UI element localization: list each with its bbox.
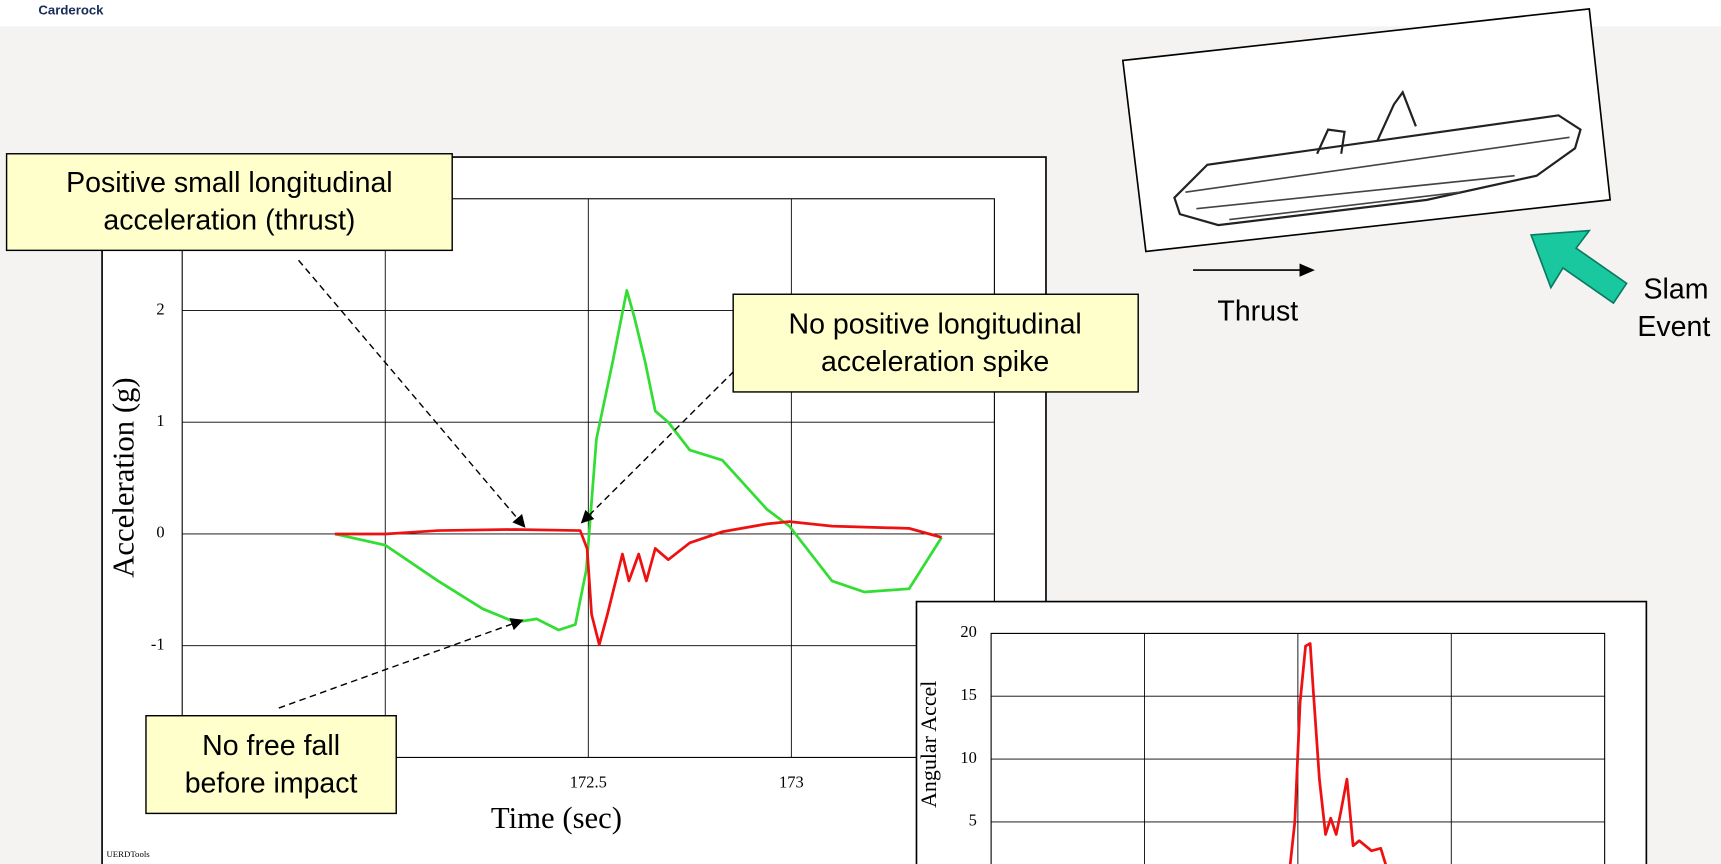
callout-text: before impact [185,767,358,799]
callout-text: No free fall [202,730,340,762]
chart-frame [915,600,1648,864]
callout-box [145,715,397,815]
y-tick-label: 1 [156,411,164,430]
data-line [334,520,942,646]
callout-box [732,293,1139,393]
callout-arrow [297,259,526,528]
y-tick-label: 5 [969,811,977,830]
boat-console [1316,90,1417,155]
boat-hull [1173,114,1582,227]
footnote: UERDTools [106,849,150,859]
y-tick-label: 10 [960,748,976,767]
slam-label: Slam [1644,273,1709,305]
thrust-label: Thrust [1217,295,1298,327]
boat-lines [1185,136,1570,221]
callout-box [5,153,453,252]
callout-text: acceleration (thrust) [103,204,355,236]
header-title: Carderock [38,3,104,18]
thrust-arrowhead [1299,263,1315,277]
data-line [1288,642,1387,864]
header-bar [0,0,1721,27]
chart: 5 10 15 20 Angular Accel [915,600,1648,864]
slam-arrow [1529,229,1628,305]
y-tick-label: 20 [960,622,976,641]
y-tick-label: 15 [960,685,976,704]
callout-text: No positive longitudinal [789,309,1082,341]
callout-text: Positive small longitudinal [66,167,393,199]
y-tick-label: 0 [156,523,164,542]
slam-label: Event [1637,311,1710,343]
y-tick-label: 2 [156,299,164,318]
callout-text: acceleration spike [821,346,1049,378]
boat-figure: Thrust Slam Event [1121,7,1710,343]
y-tick-label: -1 [151,634,165,653]
callouts: Positive small longitudinal acceleration … [5,153,1139,815]
x-tick-label: 172.5 [570,773,607,792]
x-axis-label: Time (sec) [491,801,622,835]
y-axis-label: Angular Accel [916,681,941,808]
y-axis-label: Acceleration (g) [106,377,140,577]
x-tick-label: 173 [779,773,804,792]
